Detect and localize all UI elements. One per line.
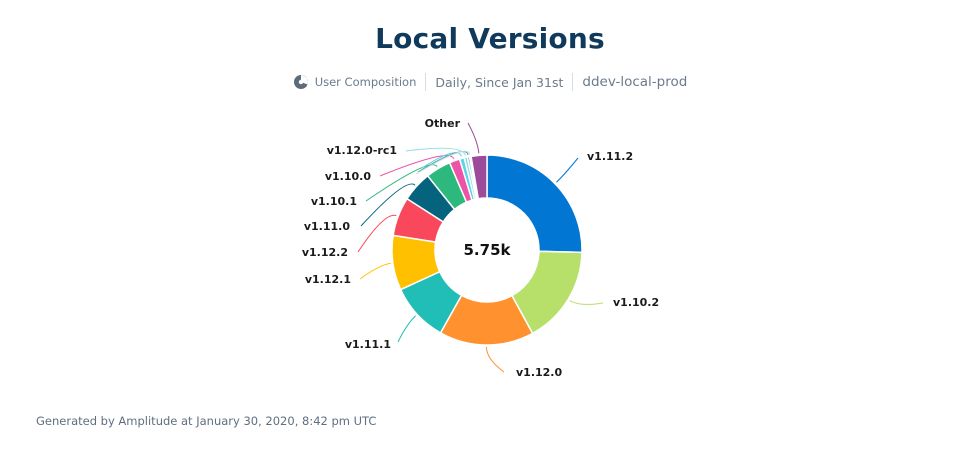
leader-line <box>397 315 417 343</box>
chart-subheader: User Composition Daily, Since Jan 31st d… <box>0 70 980 94</box>
divider <box>572 73 574 91</box>
leader-line <box>359 262 391 280</box>
pie-chart-icon <box>293 75 308 89</box>
leader-line <box>421 152 462 169</box>
leader-line <box>417 151 469 173</box>
slice-label: v1.11.1 <box>345 338 391 351</box>
slice-label: v1.12.1 <box>305 273 351 286</box>
center-total-label: 5.75k <box>464 241 512 259</box>
slice-label: v1.12.2 <box>302 246 348 259</box>
generated-footer: Generated by Amplitude at January 30, 20… <box>36 414 377 428</box>
slice-label: v1.12.0 <box>516 366 562 379</box>
leader-line <box>379 155 455 177</box>
slice-label: v1.11.0 <box>304 220 350 233</box>
leader-line <box>467 122 480 154</box>
slice-label: v1.10.2 <box>613 296 659 309</box>
slice-label: v1.11.2 <box>587 150 633 163</box>
date-range-label[interactable]: Daily, Since Jan 31st <box>435 74 564 90</box>
slice-label: v1.10.1 <box>311 195 357 208</box>
leader-line <box>405 147 466 156</box>
composition-label: User Composition <box>314 75 417 89</box>
slice-label: v1.12.0-rc1 <box>327 144 397 157</box>
leader-line <box>365 164 438 202</box>
leader-line <box>485 346 505 373</box>
leader-line <box>357 214 397 253</box>
pie-slice[interactable] <box>470 154 488 200</box>
leader-line <box>569 300 604 305</box>
leader-line <box>556 157 579 183</box>
chart-title: Local Versions <box>375 22 605 55</box>
divider <box>425 73 427 91</box>
slice-label: Other <box>425 117 461 130</box>
composition-selector[interactable]: User Composition <box>284 74 426 90</box>
leader-line <box>415 150 471 175</box>
pie-slice[interactable] <box>486 154 583 254</box>
project-label[interactable]: ddev-local-prod <box>582 74 688 90</box>
slice-label: v1.10.0 <box>325 170 371 183</box>
leader-line <box>360 183 416 227</box>
